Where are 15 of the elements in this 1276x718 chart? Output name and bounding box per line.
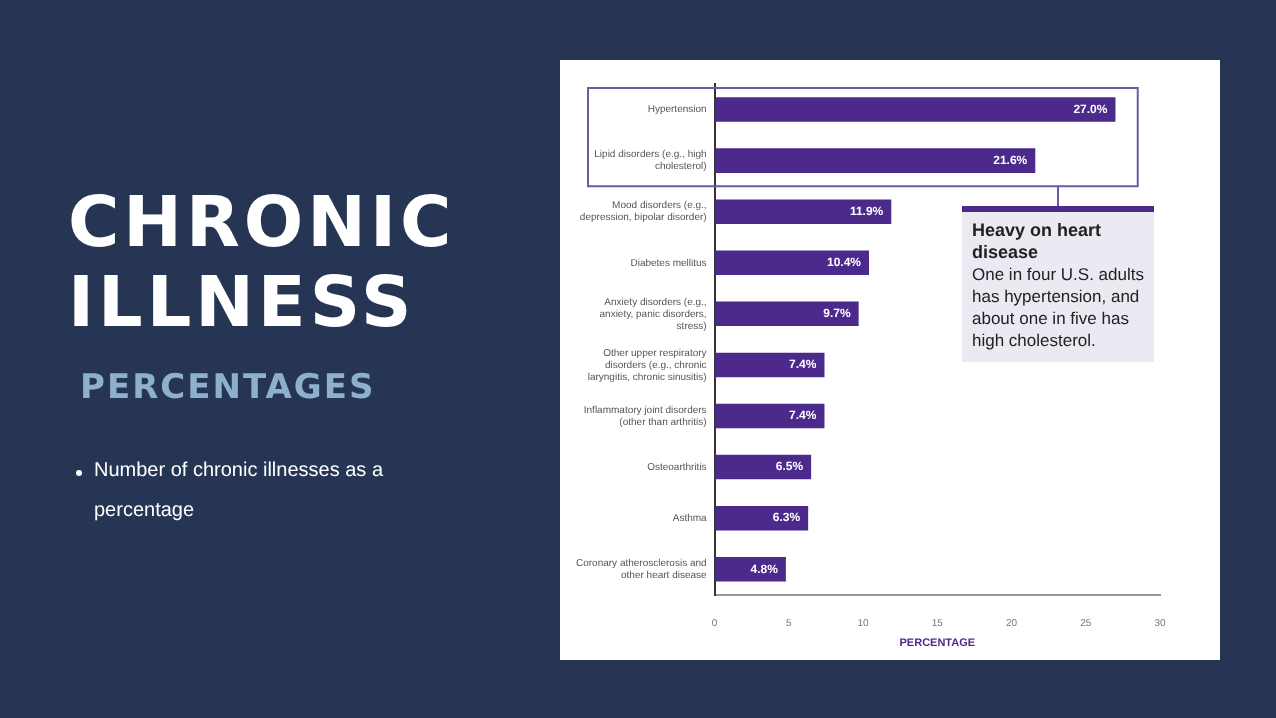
bar bbox=[714, 250, 870, 276]
text: Number of chronic illnesses as a percentage bbox=[94, 458, 386, 526]
bar bbox=[714, 505, 809, 531]
bar bbox=[714, 301, 859, 327]
bar bbox=[714, 199, 892, 224]
text: CHRONIC ILLNESS bbox=[68, 184, 458, 344]
annotation: One in four U.S. adults has hypertension, and about one in five has high cholesterol. bbox=[972, 264, 1146, 352]
annotation: Heavy on heart disease bbox=[972, 220, 1104, 264]
bar bbox=[714, 97, 1116, 122]
bar bbox=[714, 403, 825, 429]
bar bbox=[714, 557, 786, 582]
text: PERCENTAGES bbox=[80, 368, 376, 408]
bar bbox=[714, 352, 825, 378]
bar bbox=[714, 454, 812, 480]
bar bbox=[714, 148, 1036, 173]
